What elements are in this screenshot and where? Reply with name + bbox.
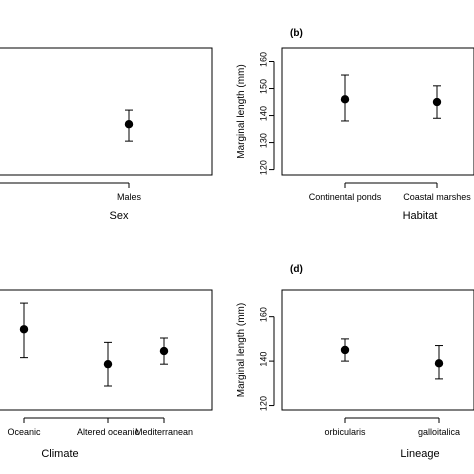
x-axis-title: Climate bbox=[41, 448, 78, 460]
mean-point bbox=[19, 325, 29, 334]
y-tick-label: 120 bbox=[258, 396, 268, 411]
mean-point bbox=[340, 95, 350, 104]
y-tick-label: 140 bbox=[258, 106, 268, 121]
mean-point bbox=[432, 97, 442, 107]
x-tick-label: orbicularis bbox=[324, 427, 366, 437]
panel-label: (b) bbox=[290, 28, 303, 39]
plot-frame bbox=[0, 47, 213, 176]
y-tick-label: 160 bbox=[258, 52, 268, 67]
y-tick-label: 160 bbox=[258, 307, 268, 322]
x-tick-label: Altered oceanic bbox=[77, 427, 140, 437]
plot-frame bbox=[0, 289, 213, 411]
mean-point bbox=[124, 120, 134, 129]
plot-frame bbox=[281, 289, 474, 411]
mean-point bbox=[340, 345, 350, 355]
y-axis-title: Marginal length (mm) bbox=[236, 303, 247, 397]
x-tick-label: galloitalica bbox=[418, 427, 460, 437]
y-axis-title: Marginal length (mm) bbox=[236, 64, 247, 158]
x-axis-title: Habitat bbox=[403, 210, 438, 222]
x-tick-label: Oceanic bbox=[7, 427, 41, 437]
x-axis-title: Sex bbox=[110, 210, 129, 222]
plot-frame bbox=[281, 47, 474, 176]
y-tick-label: 120 bbox=[258, 160, 268, 175]
x-tick-label: Males bbox=[117, 192, 142, 202]
y-tick-label: 130 bbox=[258, 133, 268, 148]
x-axis-title: Lineage bbox=[400, 448, 439, 460]
mean-point bbox=[103, 359, 113, 369]
x-tick-label: Continental ponds bbox=[309, 192, 382, 202]
mean-point bbox=[159, 346, 169, 356]
x-tick-label: Mediterranean bbox=[135, 427, 193, 437]
panel-label: (d) bbox=[290, 264, 303, 275]
mean-point bbox=[434, 359, 444, 368]
y-tick-label: 140 bbox=[258, 352, 268, 367]
y-tick-label: 150 bbox=[258, 79, 268, 94]
x-tick-label: Coastal marshes bbox=[403, 192, 471, 202]
